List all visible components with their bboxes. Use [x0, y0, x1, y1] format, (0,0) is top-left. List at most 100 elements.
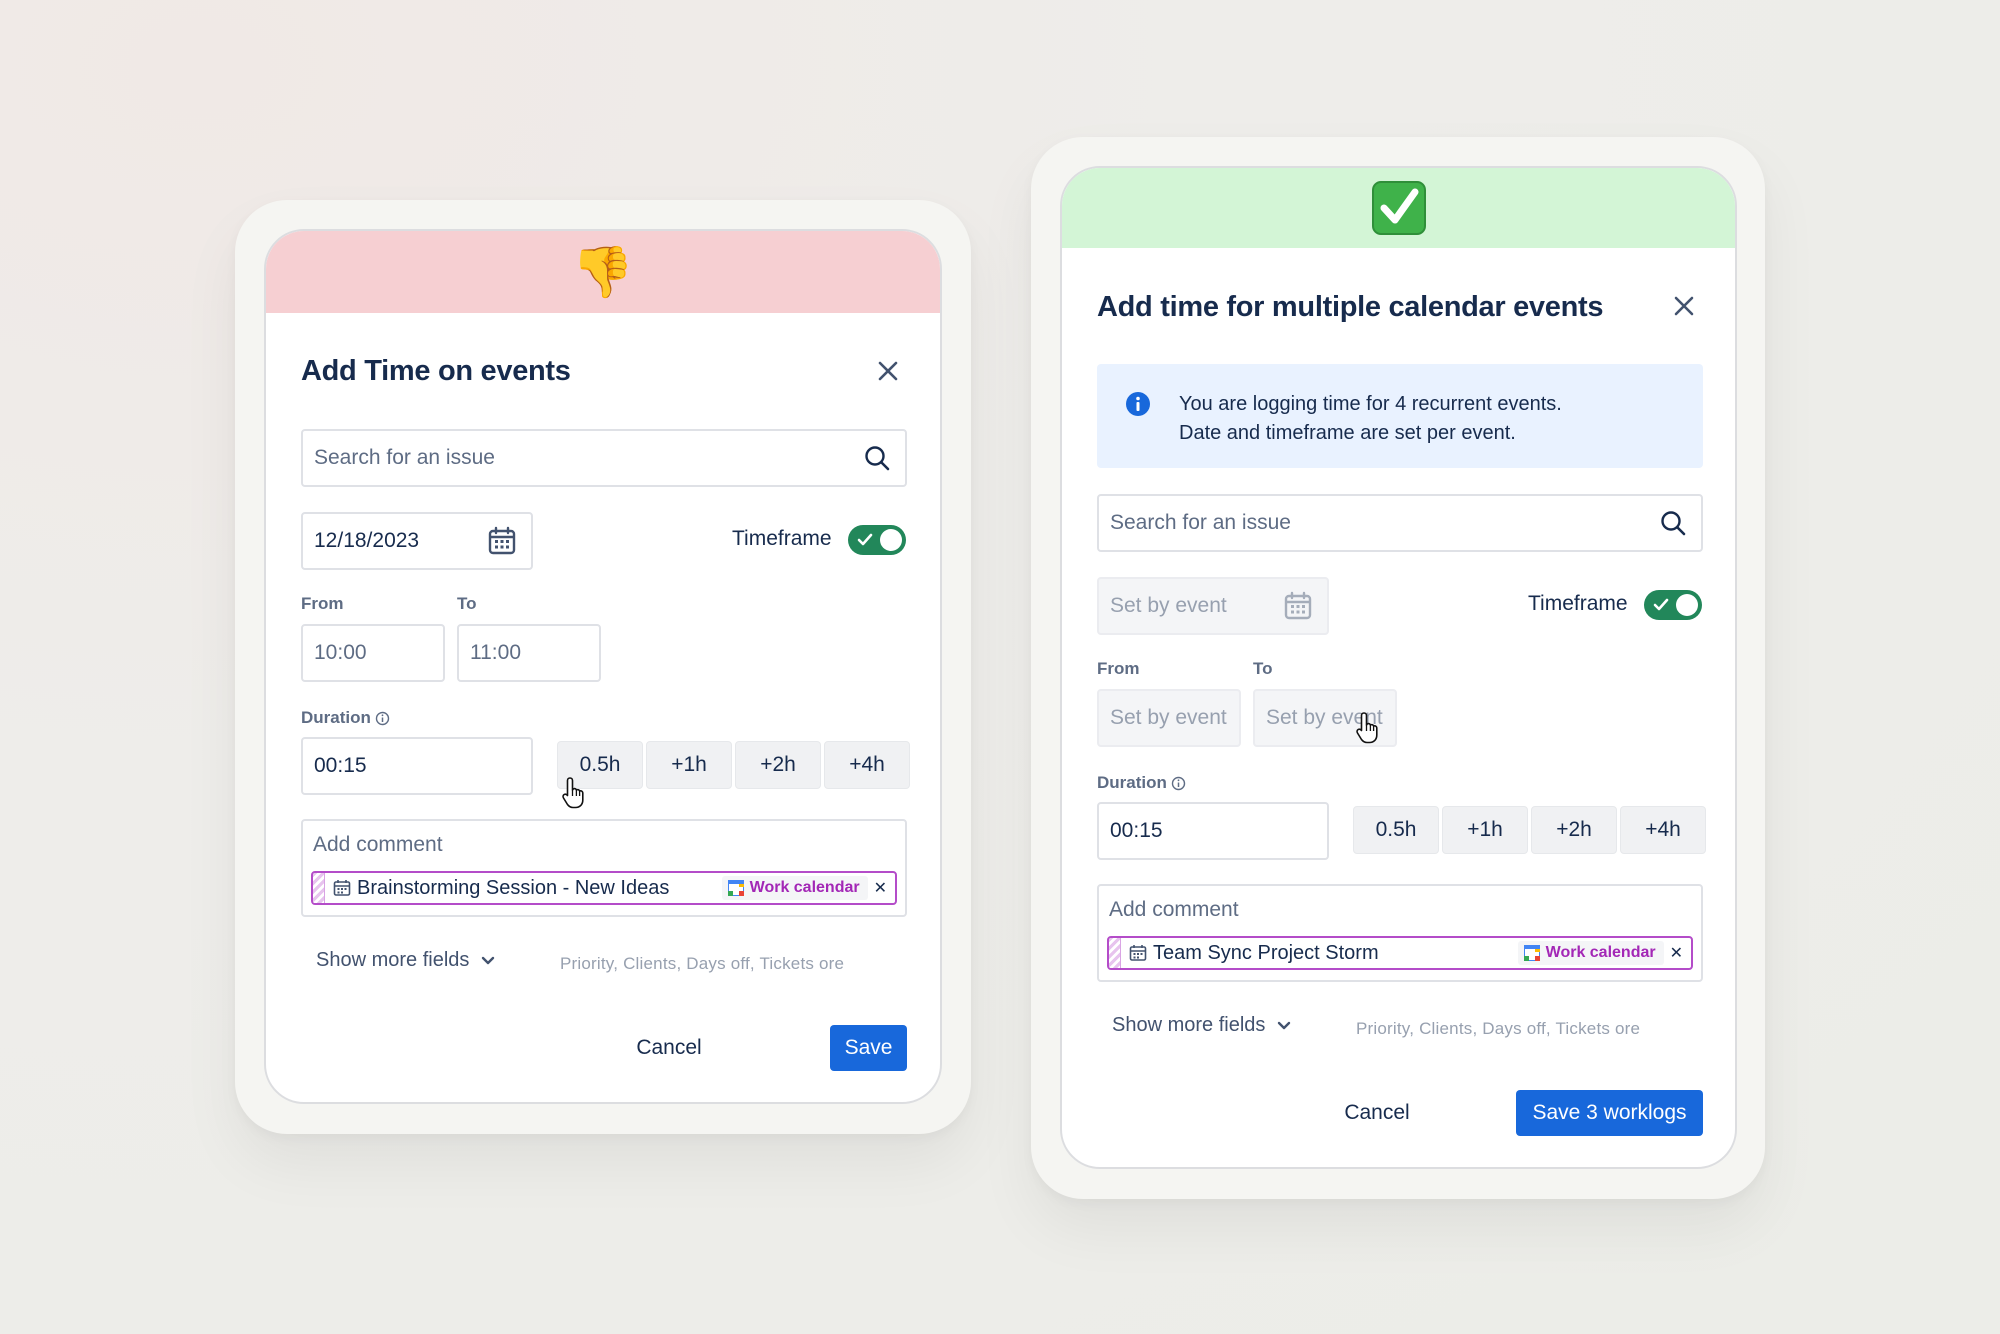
to-label: To: [1253, 659, 1273, 678]
google-calendar-icon: [727, 880, 744, 896]
date-placeholder: Set by event: [1110, 594, 1227, 617]
event-tag: Team Sync Project Storm Work calendar ✕: [1107, 936, 1693, 970]
search-input[interactable]: Search for an issue: [1097, 494, 1703, 552]
timeframe-toggle[interactable]: [848, 525, 906, 555]
info-circle-icon: [1126, 392, 1150, 416]
search-icon: [1661, 511, 1686, 536]
to-time-field[interactable]: 11:00: [457, 624, 601, 682]
event-stripe: [313, 873, 325, 903]
to-time-field: Set by event: [1253, 689, 1397, 747]
event-name: Team Sync Project Storm: [1153, 941, 1379, 964]
dialog-title: Add Time on events: [301, 355, 571, 387]
calendar-badge: Work calendar: [721, 876, 868, 900]
save-worklogs-button[interactable]: Save 3 worklogs: [1516, 1090, 1703, 1136]
save-button[interactable]: Save: [830, 1025, 907, 1071]
more-fields-hint: Priority, Clients, Days off, Tickets ore: [1356, 1019, 1641, 1038]
from-placeholder: Set by event: [1110, 706, 1227, 729]
event-stripe: [1109, 938, 1121, 968]
chip-1h[interactable]: +1h: [646, 741, 732, 789]
duration-value: 00:15: [314, 754, 367, 777]
to-time-value: 11:00: [470, 641, 521, 664]
chip-1h[interactable]: +1h: [1442, 806, 1528, 854]
chip-4h[interactable]: +4h: [1620, 806, 1706, 854]
chip-2h[interactable]: +2h: [735, 741, 821, 789]
from-label: From: [1097, 659, 1140, 678]
duration-label: Duration: [301, 708, 390, 728]
check-mark-button-icon: [1371, 181, 1426, 235]
event-tag: Brainstorming Session - New Ideas Work c…: [311, 871, 897, 905]
comment-placeholder: Add comment: [1109, 898, 1239, 921]
calendar-badge: Work calendar: [1517, 941, 1664, 965]
quick-duration-chips: 0.5h +1h +2h +4h: [557, 741, 910, 789]
check-icon: [857, 533, 873, 546]
from-time-field[interactable]: 10:00: [301, 624, 445, 682]
search-placeholder: Search for an issue: [314, 446, 495, 469]
to-placeholder: Set by event: [1266, 706, 1383, 729]
calendar-icon: [1284, 591, 1312, 620]
show-more-fields-button[interactable]: Show more fields: [316, 949, 495, 972]
search-icon: [865, 446, 890, 471]
close-button[interactable]: [1666, 288, 1702, 324]
duration-label: Duration: [1097, 773, 1186, 793]
check-icon: [1653, 598, 1669, 611]
good-banner: [1062, 168, 1735, 248]
date-field: Set by event: [1097, 577, 1329, 635]
duration-value: 00:15: [1110, 819, 1163, 842]
from-time-field: Set by event: [1097, 689, 1241, 747]
google-calendar-icon: [1523, 945, 1540, 961]
to-label: To: [457, 594, 477, 613]
comment-field[interactable]: Add comment Team Sync Project Storm Work…: [1097, 884, 1703, 982]
hand-pointer-icon: [562, 777, 584, 809]
comment-placeholder: Add comment: [313, 833, 443, 856]
timeframe-label: Timeframe: [1528, 592, 1628, 615]
info-message: You are logging time for 4 recurrent eve…: [1097, 364, 1703, 468]
from-label: From: [301, 594, 344, 613]
timeframe-toggle[interactable]: [1644, 590, 1702, 620]
cancel-button[interactable]: Cancel: [1344, 1101, 1410, 1124]
info-icon: [1171, 776, 1186, 790]
date-value: 12/18/2023: [314, 529, 420, 552]
show-more-fields-button[interactable]: Show more fields: [1112, 1014, 1291, 1037]
comment-field[interactable]: Add comment Brainstorming Session - New …: [301, 819, 907, 917]
date-field[interactable]: 12/18/2023: [301, 512, 533, 570]
show-more-label: Show more fields: [1112, 1014, 1266, 1036]
close-button[interactable]: [870, 353, 906, 389]
info-text: You are logging time for 4 recurrent eve…: [1179, 390, 1562, 448]
info-line-1: You are logging time for 4 recurrent eve…: [1179, 393, 1562, 415]
info-line-2: Date and timeframe are set per event.: [1179, 422, 1516, 444]
left-dialog: 👎 Add Time on events Search for an issue…: [264, 229, 942, 1104]
timeframe-label: Timeframe: [732, 527, 832, 550]
hand-pointer-icon: [1356, 712, 1378, 744]
chevron-down-icon: [482, 956, 495, 964]
small-calendar-icon: [333, 880, 351, 896]
from-time-value: 10:00: [314, 641, 367, 664]
close-icon: [878, 361, 898, 381]
duration-label-text: Duration: [1097, 773, 1167, 792]
chevron-down-icon: [1278, 1021, 1291, 1029]
duration-field[interactable]: 00:15: [301, 737, 533, 795]
duration-field[interactable]: 00:15: [1097, 802, 1329, 860]
search-placeholder: Search for an issue: [1110, 511, 1291, 534]
remove-event-button[interactable]: ✕: [1669, 945, 1683, 962]
chip-0-5h[interactable]: 0.5h: [1353, 806, 1439, 854]
thumbs-down-icon: 👎: [571, 244, 635, 300]
remove-event-button[interactable]: ✕: [873, 880, 887, 897]
bad-banner: 👎: [266, 231, 940, 313]
event-name: Brainstorming Session - New Ideas: [357, 876, 670, 899]
right-dialog: Add time for multiple calendar events Yo…: [1060, 166, 1737, 1169]
close-icon: [1674, 296, 1694, 316]
info-icon: [375, 711, 390, 725]
chip-4h[interactable]: +4h: [824, 741, 910, 789]
chip-2h[interactable]: +2h: [1531, 806, 1617, 854]
more-fields-hint: Priority, Clients, Days off, Tickets ore: [560, 954, 845, 973]
toggle-knob: [880, 529, 902, 551]
calendar-name: Work calendar: [749, 879, 860, 896]
calendar-icon[interactable]: [487, 526, 517, 556]
dialog-title: Add time for multiple calendar events: [1097, 291, 1604, 323]
cancel-button[interactable]: Cancel: [636, 1036, 702, 1059]
small-calendar-icon: [1129, 945, 1147, 961]
quick-duration-chips: 0.5h +1h +2h +4h: [1353, 806, 1706, 854]
search-input[interactable]: Search for an issue: [301, 429, 907, 487]
toggle-knob: [1676, 594, 1698, 616]
duration-label-text: Duration: [301, 708, 371, 727]
